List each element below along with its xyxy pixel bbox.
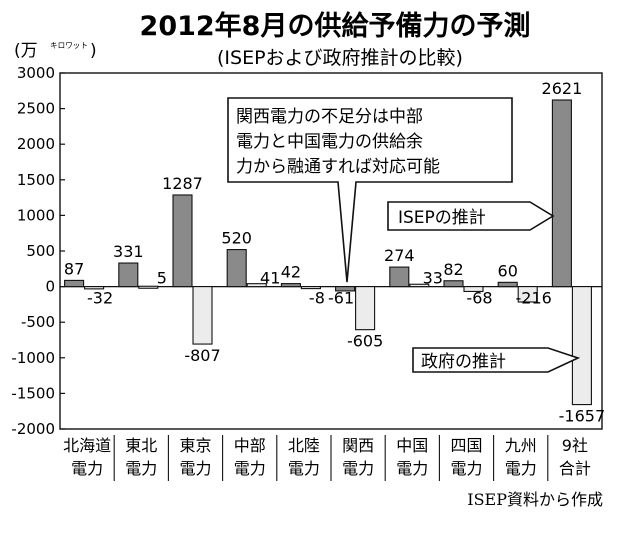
bar-chugoku-isep <box>389 266 410 288</box>
unit-close: ) <box>90 41 97 61</box>
value-label-tokyo-gov: -807 <box>184 346 220 365</box>
value-label-total-isep: 2621 <box>542 79 583 98</box>
y-tick-label: 2500 <box>17 100 55 118</box>
value-label-kyushu-gov: -216 <box>516 289 552 308</box>
y-tick-label: -2000 <box>11 420 55 438</box>
category-label-hokuriku: 北陸 <box>288 436 320 455</box>
y-tick-label: 0 <box>45 278 55 296</box>
category-label-chugoku: 中国 <box>396 436 428 455</box>
value-label-tohoku-gov: 5 <box>157 269 167 288</box>
chart-subtitle: (ISEPおよび政府推計の比較) <box>217 47 463 69</box>
value-label-hokkaido-gov: -32 <box>87 289 113 308</box>
y-tick-label: 3000 <box>17 64 55 82</box>
unit-label: (万 キロワット ) <box>14 41 97 61</box>
category-label-hokuriku: 電力 <box>288 459 320 478</box>
bar-chubu-isep <box>226 249 247 288</box>
category-label-chubu: 電力 <box>234 459 266 478</box>
legend-isep-label: ISEPの推計 <box>398 208 486 228</box>
bar-total-isep <box>551 99 572 288</box>
value-label-kyushu-isep: 60 <box>498 261 518 280</box>
y-tick-label: 1500 <box>17 171 55 189</box>
bars <box>64 99 592 406</box>
bar-total-gov <box>571 286 592 406</box>
y-tick-label: -1500 <box>11 384 55 402</box>
bar-tokyo-isep <box>172 194 193 288</box>
category-label-total: 9社 <box>562 436 588 455</box>
y-tick-label: 500 <box>26 242 55 260</box>
annotation-line: 力から融通すれば対応可能 <box>236 157 440 177</box>
y-tick-label: 1000 <box>17 206 55 224</box>
value-label-chubu-gov: 41 <box>260 269 280 288</box>
category-label-shikoku: 四国 <box>450 436 482 455</box>
value-label-chugoku-gov: 33 <box>423 269 443 288</box>
legend-isep: ISEPの推計 <box>387 201 555 231</box>
value-label-kansai-gov: -605 <box>347 332 383 351</box>
bar-tohoku-isep <box>118 262 139 288</box>
category-label-kansai: 関西 <box>342 436 374 455</box>
bar-shikoku-gov <box>463 286 484 292</box>
value-labels: 87-32 331 5 1287 -807 520 41 42 -8 -61 -605 274 33 82… <box>64 79 605 426</box>
bar-shikoku-isep <box>443 280 464 288</box>
value-label-tohoku-isep: 331 <box>113 242 144 261</box>
value-label-chugoku-isep: 274 <box>384 246 415 265</box>
legend-isep-box <box>387 201 555 231</box>
annotation-text: 関西電力の不足分は中部電力と中国電力の供給余力から融通すれば対応可能 <box>236 107 440 177</box>
legend-gov: 政府の推計 <box>412 347 581 373</box>
value-label-hokuriku-gov: -8 <box>309 289 325 308</box>
value-label-hokuriku-isep: 42 <box>281 263 301 282</box>
value-label-hokkaido-isep: 87 <box>64 259 84 278</box>
bar-hokkaido-isep <box>64 279 85 288</box>
value-label-kansai-isep: -61 <box>328 289 354 308</box>
bar-tohoku-gov <box>138 285 159 289</box>
category-label-total: 合計 <box>559 459 591 478</box>
category-label-hokkaido: 電力 <box>71 459 103 478</box>
bar-kansai-gov <box>355 286 376 331</box>
chart-title: 2012年8月の供給予備力の予測 <box>140 10 531 42</box>
annotation-line: 関西電力の不足分は中部 <box>236 107 423 127</box>
category-label-tokyo: 電力 <box>179 459 211 478</box>
bar-tokyo-gov <box>192 286 213 345</box>
category-label-chubu: 中部 <box>234 436 266 455</box>
bar-chugoku-gov <box>409 283 430 288</box>
category-labels: 北海道電力東北電力東京電力中部電力北陸電力関西電力中国電力四国電力九州電力9社合… <box>63 435 591 481</box>
category-label-tohoku: 東北 <box>125 436 157 455</box>
bar-hokuriku-isep <box>280 283 301 288</box>
value-label-tokyo-isep: 1287 <box>162 174 203 193</box>
y-tick-label: 2000 <box>17 135 55 153</box>
unit-label-text: (万 <box>14 41 38 61</box>
category-label-kyushu: 九州 <box>505 436 537 455</box>
bar-hokuriku-gov <box>300 286 321 290</box>
y-tick-label: -500 <box>21 313 55 331</box>
category-label-hokkaido: 北海道 <box>63 436 111 455</box>
category-label-shikoku: 電力 <box>450 459 482 478</box>
legend-gov-box <box>412 347 581 373</box>
annotation-box <box>227 97 513 283</box>
value-label-shikoku-isep: 82 <box>443 260 463 279</box>
bar-hokkaido-gov <box>84 286 105 290</box>
legend-gov-label: 政府の推計 <box>421 352 506 372</box>
bar-kansai-isep <box>335 286 356 292</box>
annotation-line: 電力と中国電力の供給余 <box>236 132 423 152</box>
bar-kyushu-isep <box>497 281 518 288</box>
value-label-chubu-isep: 520 <box>221 229 252 248</box>
y-tick-label: -1000 <box>11 349 55 367</box>
category-label-chugoku: 電力 <box>396 459 428 478</box>
value-label-total-gov: -1657 <box>559 407 606 426</box>
annotation-callout: 関西電力の不足分は中部電力と中国電力の供給余力から融通すれば対応可能 <box>227 97 513 283</box>
bar-chubu-gov <box>246 283 267 288</box>
category-label-tokyo: 東京 <box>179 436 211 455</box>
bar-kyushu-gov <box>517 286 538 303</box>
source-note: ISEP資料から作成 <box>467 490 603 509</box>
category-label-kyushu: 電力 <box>505 459 537 478</box>
unit-ruby: キロワット <box>50 41 88 50</box>
category-label-kansai: 電力 <box>342 459 374 478</box>
category-label-tohoku: 電力 <box>125 459 157 478</box>
value-label-shikoku-gov: -68 <box>466 289 492 308</box>
